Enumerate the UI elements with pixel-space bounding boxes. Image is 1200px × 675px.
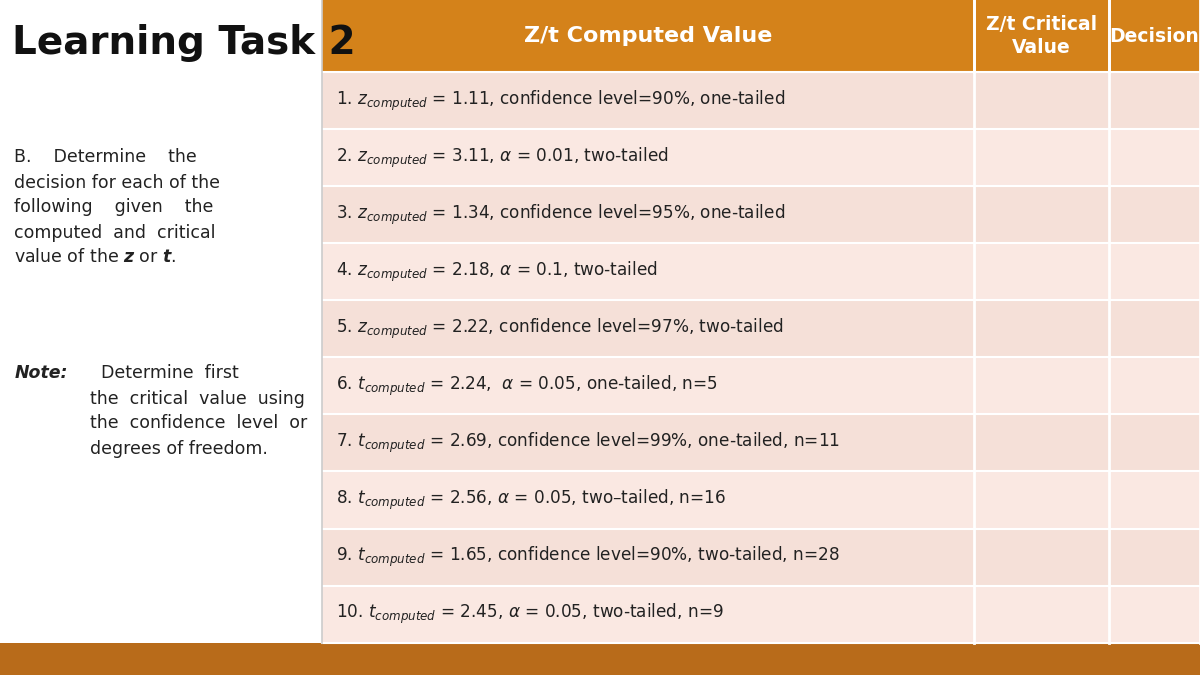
Bar [322,471,1200,529]
Text: 5. $z_{computed}$ = 2.22, confidence level=97%, two-tailed: 5. $z_{computed}$ = 2.22, confidence lev… [336,317,784,341]
Bar [322,72,1200,130]
Bar [322,529,1200,585]
Bar [322,243,1200,300]
Bar [322,130,1200,186]
Bar [322,0,1200,72]
Text: 6. $t_{computed}$ = 2.24,  $\alpha$ = 0.05, one-tailed, n=5: 6. $t_{computed}$ = 2.24, $\alpha$ = 0.0… [336,374,718,398]
Text: 4. $z_{computed}$ = 2.18, $\alpha$ = 0.1, two-tailed: 4. $z_{computed}$ = 2.18, $\alpha$ = 0.1… [336,260,658,284]
Text: 10. $t_{computed}$ = 2.45, $\alpha$ = 0.05, two-tailed, n=9: 10. $t_{computed}$ = 2.45, $\alpha$ = 0.… [336,602,724,626]
Bar [322,300,1200,358]
Text: 9. $t_{computed}$ = 1.65, confidence level=90%, two-tailed, n=28: 9. $t_{computed}$ = 1.65, confidence lev… [336,545,840,569]
Text: Determine  first
the  critical  value  using
the  confidence  level  or
degrees : Determine first the critical value using… [90,364,307,458]
Text: 7. $t_{computed}$ = 2.69, confidence level=99%, one-tailed, n=11: 7. $t_{computed}$ = 2.69, confidence lev… [336,431,840,455]
Text: 1. $z_{computed}$ = 1.11, confidence level=90%, one-tailed: 1. $z_{computed}$ = 1.11, confidence lev… [336,88,785,113]
Bar [322,414,1200,471]
Bar [0,643,1200,675]
Text: Z/t Critical
Value: Z/t Critical Value [986,15,1097,57]
Bar [322,358,1200,414]
Bar [0,0,322,643]
Bar [322,585,1200,643]
Text: Learning Task 2: Learning Task 2 [12,24,355,61]
Text: Note:: Note: [14,364,68,383]
Text: 2. $z_{computed}$ = 3.11, $\alpha$ = 0.01, two-tailed: 2. $z_{computed}$ = 3.11, $\alpha$ = 0.0… [336,146,668,170]
Text: B.    Determine    the
decision for each of the
following    given    the
comput: B. Determine the decision for each of th… [14,148,221,267]
Text: 8. $t_{computed}$ = 2.56, $\alpha$ = 0.05, two–tailed, n=16: 8. $t_{computed}$ = 2.56, $\alpha$ = 0.0… [336,488,726,512]
Bar [322,186,1200,244]
Text: Z/t Computed Value: Z/t Computed Value [524,26,772,46]
Text: Decision: Decision [1110,26,1199,46]
Text: 3. $z_{computed}$ = 1.34, confidence level=95%, one-tailed: 3. $z_{computed}$ = 1.34, confidence lev… [336,202,785,227]
